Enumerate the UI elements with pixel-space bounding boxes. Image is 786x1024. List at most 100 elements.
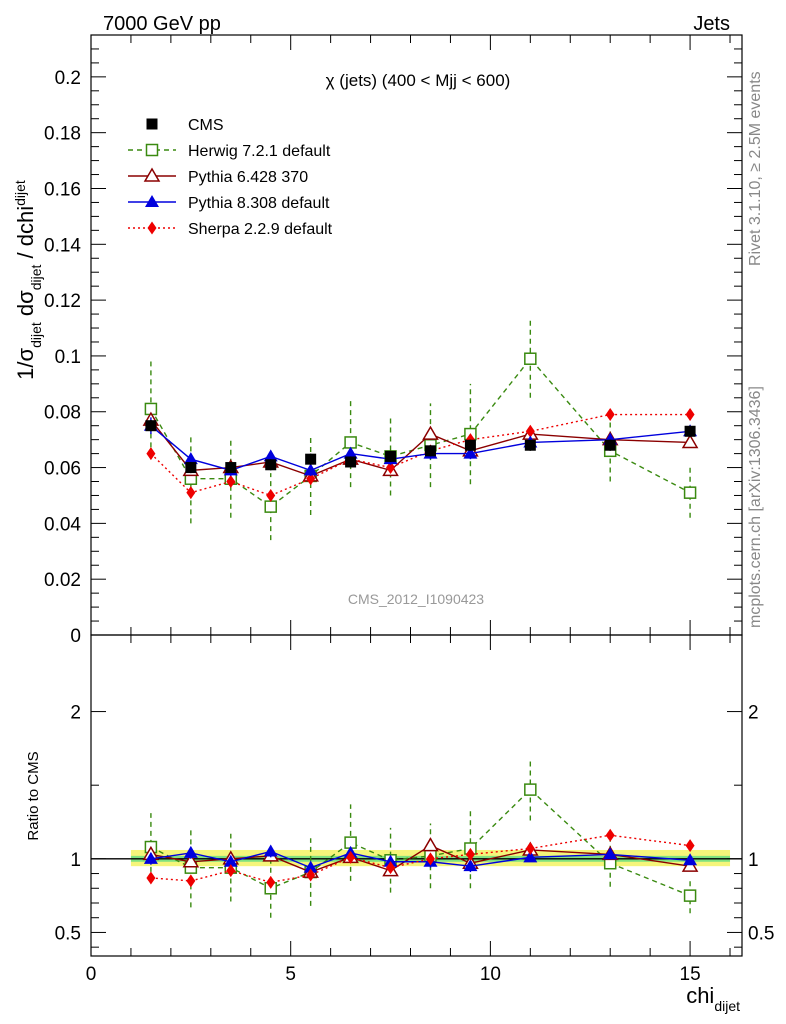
ratio-point-pythia8	[523, 850, 538, 863]
ratio-point-sherpa	[525, 842, 535, 856]
main-point-cms	[385, 450, 397, 462]
legend-marker-sherpa	[147, 221, 157, 235]
main-series-sherpa	[146, 408, 695, 502]
x-tick-label: 5	[285, 964, 296, 985]
x-tick-label: 15	[680, 964, 701, 985]
main-point-herwig	[344, 436, 357, 449]
main-point-cms	[684, 425, 696, 437]
main-point-cms	[145, 420, 157, 432]
ratio-point-pythia8	[143, 851, 158, 864]
ylabel-e: / dchi	[13, 206, 38, 265]
legend-item-herwig: Herwig 7.2.1 default	[128, 143, 331, 160]
xlabel-sub: dijet	[714, 998, 740, 1014]
main-point-cms	[265, 459, 277, 471]
ratio-point-sherpa	[226, 864, 236, 878]
legend-label-herwig: Herwig 7.2.1 default	[188, 143, 331, 160]
main-point-cms	[305, 453, 317, 465]
y-tick-label: 0.02	[44, 570, 81, 591]
y-tick-label: 0.06	[44, 459, 81, 480]
main-point-cms	[424, 445, 436, 457]
legend-label-pythia8: Pythia 8.308 default	[188, 195, 330, 212]
main-line-sherpa	[150, 413, 691, 497]
x-tick-label: 10	[480, 964, 501, 985]
ratio-point-pythia6	[422, 837, 439, 852]
main-point-cms	[225, 462, 237, 474]
y-tick-label: 0.16	[44, 179, 81, 200]
main-point-cms	[345, 456, 357, 468]
ratio-line-herwig	[150, 788, 691, 897]
ratio-point-pythia8	[303, 860, 318, 873]
ratio-series-sherpa	[146, 828, 695, 889]
mcplots-label: mcplots.cern.ch [arXiv:1306.3436]	[747, 386, 764, 628]
legend-label-sherpa: Sherpa 2.2.9 default	[188, 221, 333, 238]
main-point-pythia8	[303, 463, 318, 476]
ratio-point-herwig	[524, 783, 537, 796]
main-point-sherpa	[605, 408, 615, 422]
ratio-y-axis-label: Ratio to CMS	[25, 751, 42, 840]
main-series	[142, 319, 699, 541]
ratio-y-tick-label-right: 1	[748, 850, 759, 871]
ratio-point-sherpa	[146, 871, 156, 885]
x-tick-label: 0	[86, 964, 97, 985]
main-point-cms	[604, 439, 616, 451]
legend-item-sherpa: Sherpa 2.2.9 default	[128, 221, 333, 238]
legend-marker-pythia6	[143, 167, 161, 182]
ratio-series-pythia8	[143, 844, 698, 874]
ratio-point-pythia6	[182, 853, 200, 868]
main-point-sherpa	[186, 486, 196, 500]
ratio-panel: 0.5 0.5 1 1 2 2 0 5 10 15 Ratio to CMS chidijet	[25, 634, 774, 1014]
main-point-sherpa	[146, 447, 156, 461]
ratio-series-herwig	[144, 758, 697, 918]
main-point-sherpa	[226, 475, 236, 489]
main-point-cms	[524, 439, 536, 451]
main-point-cms	[185, 462, 197, 474]
legend-marker-cms	[146, 118, 158, 130]
main-series-herwig	[144, 319, 697, 541]
legend-marker-herwig	[145, 143, 159, 157]
ratio-point-pythia8	[603, 847, 618, 860]
ratio-point-pythia8	[263, 844, 278, 857]
legend-item-cms: CMS	[146, 117, 224, 134]
ratio-ticks: 0.5 0.5 1 1 2 2 0 5 10 15	[55, 635, 774, 985]
main-point-herwig	[264, 500, 277, 513]
ratio-series	[142, 758, 699, 918]
main-point-pythia6	[681, 433, 699, 449]
ratio-y-tick-label: 2	[70, 703, 81, 724]
main-point-pythia6	[422, 425, 439, 440]
ratio-y-tick-label: 1	[70, 850, 81, 871]
main-ticks: 0 0.02 0.04 0.06 0.08 0.1 0.12 0.14 0.16 0.18 0.2	[44, 34, 742, 647]
y-tick-label: 0.1	[55, 347, 81, 368]
legend-marker-pythia8	[145, 195, 159, 207]
legend-item-pythia8: Pythia 8.308 default	[128, 195, 330, 212]
main-series-cms	[145, 420, 696, 474]
main-point-pythia8	[183, 452, 198, 465]
main-title: χ (jets) (400 < Mjj < 600)	[326, 71, 511, 90]
main-point-sherpa	[525, 424, 535, 438]
legend: CMS Herwig 7.2.1 default Pythia 6.428 370 P…	[128, 117, 333, 238]
analysis-id: CMS_2012_I1090423	[348, 591, 484, 607]
y-tick-label: 0.14	[44, 235, 81, 256]
main-point-sherpa	[685, 408, 695, 422]
header-right: Jets	[693, 13, 730, 35]
ratio-point-sherpa	[386, 861, 396, 875]
ratio-point-pythia8	[463, 859, 478, 872]
ratio-point-sherpa	[605, 828, 615, 842]
ratio-point-pythia8	[383, 854, 398, 867]
ylabel-c: dσ	[13, 290, 38, 322]
main-point-pythia8	[463, 446, 478, 459]
y-tick-label: 0.08	[44, 403, 81, 424]
y-tick-label: 0.04	[44, 514, 81, 535]
legend-label-pythia6: Pythia 6.428 370	[188, 169, 308, 186]
y-tick-label: 0.18	[44, 124, 81, 145]
ratio-point-sherpa	[425, 852, 435, 866]
ratio-y-tick-label: 0.5	[55, 923, 81, 944]
main-point-sherpa	[266, 488, 276, 502]
main-line-pythia8	[150, 425, 691, 472]
main-point-herwig	[683, 486, 697, 499]
ratio-point-pythia8	[223, 854, 238, 867]
main-y-axis-label: 1/σdijet dσdijet / dchidijet	[12, 180, 44, 380]
ratio-line-pythia6	[150, 844, 691, 873]
ylabel-a: 1/σ	[13, 347, 38, 379]
main-line-herwig	[150, 357, 691, 508]
ylabel-f: dijet	[12, 180, 28, 206]
